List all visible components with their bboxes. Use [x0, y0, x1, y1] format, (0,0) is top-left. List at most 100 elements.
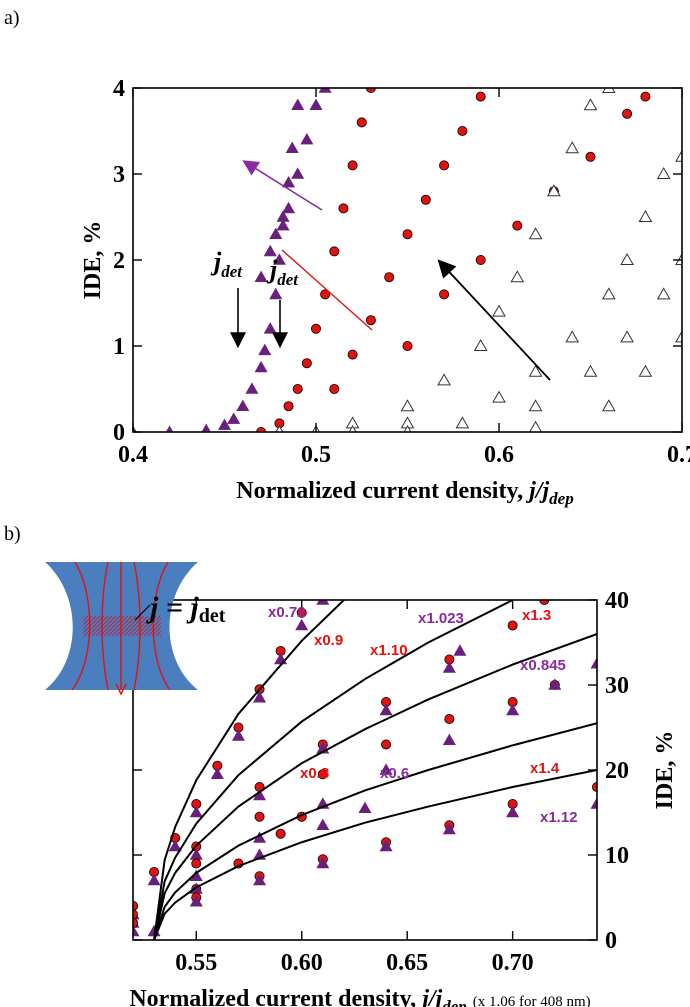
- point: [400, 399, 415, 412]
- point: [547, 184, 561, 197]
- point: [437, 373, 451, 386]
- point: [439, 160, 450, 171]
- point: [253, 873, 267, 886]
- point: [147, 873, 161, 886]
- point: [507, 620, 518, 631]
- point: [329, 246, 340, 257]
- point: [622, 108, 633, 119]
- x-axis-label-sub: dep: [442, 997, 467, 1007]
- point: [675, 149, 682, 162]
- point: [133, 918, 138, 928]
- point: [583, 98, 598, 111]
- point: [210, 767, 224, 780]
- overlay: [230, 160, 551, 381]
- series-label: x0.845: [520, 657, 566, 674]
- point: [245, 382, 259, 394]
- x-tick-label: 0.70: [492, 950, 534, 976]
- point: [317, 769, 328, 780]
- point: [475, 91, 486, 102]
- x-axis-label: Normalized current density, j/jdep (x 1.0…: [129, 986, 590, 1007]
- x-tick-label: 0.4: [118, 442, 148, 468]
- annotation-text: j: [210, 247, 222, 276]
- point: [133, 924, 140, 937]
- point: [347, 160, 358, 171]
- point: [565, 141, 580, 154]
- x-axis-label-var: j/j: [418, 986, 442, 1007]
- point: [601, 287, 616, 300]
- point: [358, 801, 372, 814]
- point: [272, 253, 286, 265]
- point: [231, 729, 245, 741]
- point: [274, 652, 288, 665]
- point: [379, 703, 393, 716]
- point: [528, 227, 543, 240]
- point: [453, 644, 467, 656]
- point: [253, 691, 267, 703]
- point: [133, 901, 138, 911]
- point: [455, 416, 470, 429]
- fit-curve: [153, 600, 514, 940]
- point: [263, 244, 277, 257]
- y-tick-label: 20: [605, 758, 629, 784]
- point: [283, 401, 294, 412]
- point: [300, 132, 314, 145]
- current-line: [101, 561, 109, 691]
- point: [601, 399, 616, 412]
- point: [316, 856, 330, 869]
- point: [439, 289, 450, 300]
- point: [282, 175, 296, 188]
- point: [381, 739, 392, 750]
- point: [528, 364, 543, 377]
- point: [492, 390, 506, 403]
- series-label: x0.6: [380, 765, 409, 782]
- point: [656, 287, 671, 300]
- y-tick-label: 0: [605, 928, 617, 954]
- point: [512, 220, 523, 231]
- point: [227, 412, 241, 424]
- arrow: [281, 249, 373, 331]
- point: [258, 343, 272, 356]
- point: [365, 315, 376, 326]
- x-tick-label: 0.7: [667, 442, 690, 468]
- y-tick-label: 3: [113, 162, 125, 188]
- y-axis-label: IDE, %: [80, 221, 106, 300]
- inset-label-text: j = j: [146, 591, 199, 624]
- series-label: x0.8: [300, 765, 329, 782]
- x-tick-label: 0.60: [281, 950, 323, 976]
- point: [254, 270, 268, 282]
- point: [263, 322, 277, 334]
- point: [638, 209, 653, 222]
- point: [442, 822, 456, 835]
- y-tick-label: 10: [605, 843, 629, 869]
- point: [548, 678, 562, 690]
- point: [656, 166, 671, 179]
- current-line: [71, 561, 91, 691]
- annotation-sub: det: [277, 270, 299, 289]
- y-tick-label: 2: [113, 248, 125, 274]
- point: [420, 194, 431, 205]
- point: [402, 340, 413, 351]
- point: [189, 895, 203, 907]
- series-label: x1.3: [522, 607, 551, 624]
- point: [585, 151, 596, 162]
- point: [338, 203, 349, 214]
- series-label: x1.10: [370, 642, 408, 659]
- point: [601, 88, 616, 93]
- point: [675, 252, 682, 265]
- y-tick-label: 40: [605, 588, 629, 614]
- point: [592, 782, 597, 792]
- point: [316, 818, 330, 831]
- fit-curve: [153, 633, 597, 940]
- fit-curve: [153, 769, 597, 940]
- point: [282, 201, 296, 214]
- x-axis-label-sub: dep: [549, 489, 574, 508]
- point: [295, 618, 309, 631]
- point: [291, 98, 305, 110]
- point: [310, 323, 321, 334]
- point: [236, 399, 250, 411]
- point: [189, 805, 203, 818]
- point: [329, 383, 340, 394]
- point: [276, 210, 290, 222]
- point: [444, 714, 455, 725]
- point: [638, 364, 653, 377]
